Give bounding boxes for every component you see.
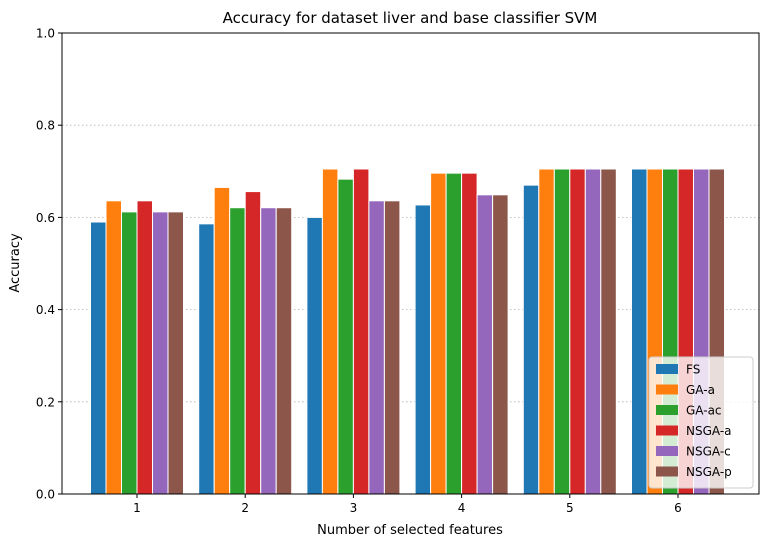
y-tick-label: 0.0 [36,488,55,502]
legend-label-nsga-a: NSGA-a [686,424,732,438]
y-tick-label: 1.0 [36,27,55,41]
bar-fs-3 [306,216,323,495]
legend-swatch-nsga-c [656,446,678,456]
x-axis-ticks: 1 2 3 4 5 6 [133,494,682,515]
bar-fs-1 [90,221,107,495]
legend-label-fs: FS [686,363,700,377]
bar-nsga-p-3 [383,200,401,495]
y-tick-label: 0.6 [36,211,55,225]
bar-nsga-a-5 [569,168,586,495]
x-tick-label: 4 [458,501,466,515]
legend-label-nsga-c: NSGA-c [686,445,731,459]
legend-swatch-nsga-p [656,466,678,477]
y-axis-label: Accuracy [8,233,23,293]
legend-swatch-ga-a [656,384,678,395]
x-tick-label: 1 [133,501,141,515]
bar-ga-ac-2 [229,207,246,495]
bar-nsga-c-2 [260,207,277,495]
legend-swatch-nsga-a [656,425,678,436]
bar-nsga-a-1 [136,200,153,495]
bar-fs-6 [631,168,648,495]
bar-nsga-p-1 [167,211,184,495]
bar-nsga-p-5 [600,168,617,495]
plot-area-frame [61,32,760,495]
x-axis-label: Number of selected features [317,523,503,538]
bar-nsga-p-4 [492,194,509,495]
legend-label-nsga-p: NSGA-p [686,465,732,479]
bar-nsga-a-3 [352,168,370,495]
bar-nsga-c-4 [476,194,494,495]
y-tick-label: 0.8 [36,119,55,133]
legend-label-ga-a: GA-a [686,383,715,397]
bar-fs-2 [198,223,215,495]
x-tick-label: 3 [350,501,358,515]
bar-nsga-p-2 [275,207,293,495]
bar-ga-a-5 [538,168,555,495]
chart-title: Accuracy for dataset liver and base clas… [223,9,598,27]
bar-ga-ac-4 [445,172,463,495]
bar-nsga-a-2 [244,191,262,495]
bar-ga-a-4 [430,172,447,495]
x-tick-label: 2 [241,501,249,515]
bar-fs-5 [522,184,540,495]
bar-ga-ac-5 [553,168,571,495]
bar-ga-ac-3 [337,178,354,495]
legend-swatch-fs [656,364,678,374]
x-tick-label: 6 [674,501,682,515]
legend-label-ga-ac: GA-ac [686,404,722,418]
bar-nsga-c-3 [368,200,385,495]
x-tick-label: 5 [566,501,574,515]
bar-nsga-a-4 [461,172,478,495]
bar-nsga-c-5 [584,168,602,495]
y-axis-ticks: 0.0 0.2 0.4 0.6 0.8 1.0 [36,27,62,502]
bar-ga-a-2 [213,186,231,495]
bar-ga-a-1 [105,200,122,495]
bar-ga-ac-1 [121,211,138,495]
bar-series-group [90,168,725,495]
legend-swatch-ga-ac [656,405,678,415]
y-tick-label: 0.2 [36,395,55,409]
y-tick-label: 0.4 [36,303,55,317]
bar-fs-4 [414,204,432,495]
chart-legend: FS GA-a GA-ac NSGA-a NSGA-c NSGA-p [648,356,754,489]
bar-nsga-c-1 [152,211,169,495]
bar-ga-a-3 [321,168,339,495]
